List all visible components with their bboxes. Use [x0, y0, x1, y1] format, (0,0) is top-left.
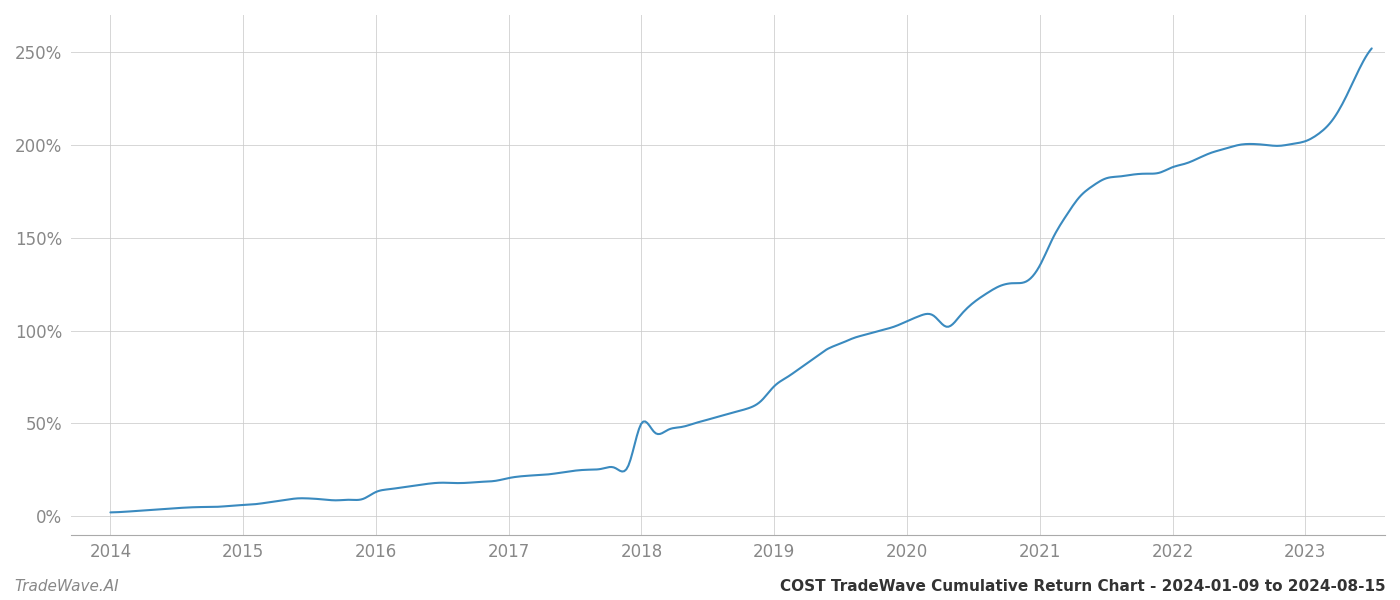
- Text: TradeWave.AI: TradeWave.AI: [14, 579, 119, 594]
- Text: COST TradeWave Cumulative Return Chart - 2024-01-09 to 2024-08-15: COST TradeWave Cumulative Return Chart -…: [780, 579, 1386, 594]
